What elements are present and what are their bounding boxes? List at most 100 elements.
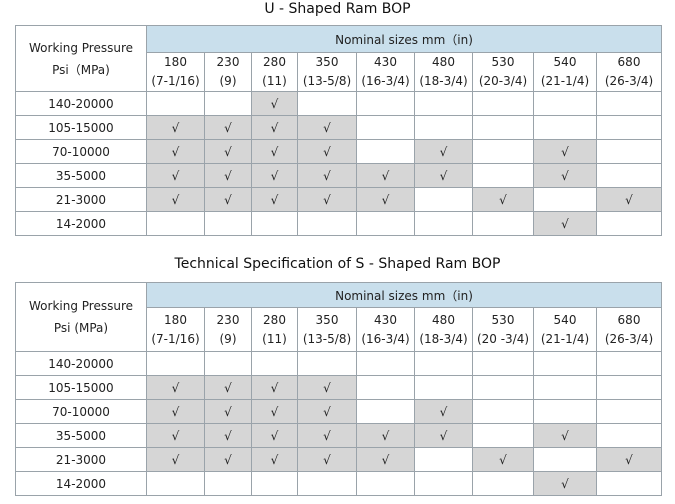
availability-cell: √ — [356, 423, 415, 448]
size-inches: (11) — [262, 331, 287, 346]
check-mark: √ — [381, 192, 390, 207]
size-mm: 350 — [315, 55, 339, 69]
availability-cell — [472, 139, 534, 164]
availability-cell — [356, 139, 415, 164]
check-mark: √ — [270, 144, 279, 159]
size-inches: (18-3/4) — [419, 331, 468, 346]
availability-cell: √ — [356, 447, 415, 472]
availability-cell — [251, 211, 298, 236]
check-mark: √ — [224, 168, 232, 183]
table-row: 140-20000 — [15, 351, 662, 376]
availability-cell — [356, 351, 415, 376]
size-inches: (21-1/4) — [540, 331, 590, 346]
size-inches: (26-3/4) — [604, 74, 654, 88]
availability-cell — [146, 211, 205, 236]
check-mark: √ — [171, 428, 180, 443]
check-mark: √ — [224, 404, 232, 419]
availability-cell — [533, 375, 597, 400]
availability-cell — [472, 399, 534, 424]
pressure-rating-label: 140-20000 — [15, 91, 147, 116]
size-inches: (18-3/4) — [419, 74, 468, 88]
table-row: 35-5000 √ √ √ √ √ √ √ — [15, 163, 662, 188]
size-header-6: 530 (20-3/4) — [472, 52, 534, 92]
availability-cell — [204, 471, 252, 496]
size-header-4: 430 (16-3/4) — [356, 52, 415, 92]
availability-cell: √ — [297, 163, 357, 188]
check-mark: √ — [270, 428, 279, 443]
check-mark: √ — [323, 428, 331, 443]
check-mark: √ — [561, 216, 569, 231]
availability-cell: √ — [204, 163, 252, 188]
check-mark: √ — [561, 428, 569, 443]
check-mark: √ — [323, 452, 331, 467]
table-row: 105-15000 √ √ √ √ — [15, 115, 662, 140]
availability-cell — [146, 351, 205, 376]
pressure-rating-label: 14-2000 — [15, 471, 147, 496]
size-mm: 230 — [216, 312, 240, 327]
availability-cell — [414, 471, 473, 496]
check-mark: √ — [270, 120, 279, 135]
availability-cell: √ — [533, 139, 597, 164]
availability-cell — [472, 211, 534, 236]
table-row: 35-5000 √ √ √ √ √ √ √ — [15, 423, 662, 448]
availability-cell — [356, 211, 415, 236]
availability-cell: √ — [297, 187, 357, 212]
size-header-0: 180 (7-1/16) — [146, 307, 205, 352]
availability-cell — [533, 351, 597, 376]
check-mark: √ — [171, 120, 180, 135]
availability-cell: √ — [146, 163, 205, 188]
size-header-4: 430 (16-3/4) — [356, 307, 415, 352]
availability-cell: √ — [146, 139, 205, 164]
check-mark: √ — [499, 192, 507, 207]
check-mark: √ — [381, 168, 390, 183]
availability-cell: √ — [297, 447, 357, 472]
check-mark: √ — [270, 192, 279, 207]
availability-cell: √ — [297, 399, 357, 424]
availability-cell — [533, 91, 597, 116]
availability-cell: √ — [251, 139, 298, 164]
availability-cell — [533, 399, 597, 424]
availability-cell: √ — [251, 91, 298, 116]
availability-cell: √ — [204, 375, 252, 400]
availability-cell — [146, 91, 205, 116]
availability-cell — [596, 163, 662, 188]
check-mark: √ — [171, 380, 180, 395]
availability-cell — [204, 211, 252, 236]
availability-cell: √ — [251, 115, 298, 140]
pressure-rating-label: 35-5000 — [15, 423, 147, 448]
check-mark: √ — [171, 452, 180, 467]
table-title-s-shaped: Technical Specification of S - Shaped Ra… — [174, 256, 501, 272]
availability-cell: √ — [251, 399, 298, 424]
check-mark: √ — [171, 192, 180, 207]
availability-cell: √ — [204, 115, 252, 140]
size-inches: (11) — [262, 74, 287, 88]
size-inches: (16-3/4) — [361, 331, 410, 346]
size-header-7: 540 (21-1/4) — [533, 52, 597, 92]
pressure-rating-label: 70-10000 — [15, 139, 147, 164]
pressure-rating-label: 70-10000 — [15, 399, 147, 424]
table-row: 21-3000 √ √ √ √ √ √ √ — [15, 187, 662, 212]
size-inches: (13-5/8) — [302, 74, 352, 88]
check-mark: √ — [439, 168, 448, 183]
availability-cell — [297, 471, 357, 496]
availability-cell: √ — [297, 115, 357, 140]
availability-cell — [204, 351, 252, 376]
size-mm: 350 — [315, 312, 339, 327]
check-mark: √ — [270, 96, 279, 111]
availability-cell: √ — [533, 211, 597, 236]
size-inches: (9) — [219, 331, 237, 346]
size-inches: (7-1/16) — [151, 331, 200, 346]
availability-cell: √ — [414, 399, 473, 424]
availability-cell — [472, 423, 534, 448]
size-mm: 480 — [432, 55, 455, 69]
availability-cell: √ — [596, 447, 662, 472]
nominal-sizes-header: Nominal sizes mm（in) — [146, 282, 662, 308]
availability-cell: √ — [533, 423, 597, 448]
check-mark: √ — [171, 404, 180, 419]
pressure-rating-label: 35-5000 — [15, 163, 147, 188]
check-mark: √ — [323, 144, 331, 159]
availability-cell — [596, 471, 662, 496]
check-mark: √ — [625, 192, 633, 207]
availability-cell — [414, 187, 473, 212]
availability-cell — [297, 351, 357, 376]
